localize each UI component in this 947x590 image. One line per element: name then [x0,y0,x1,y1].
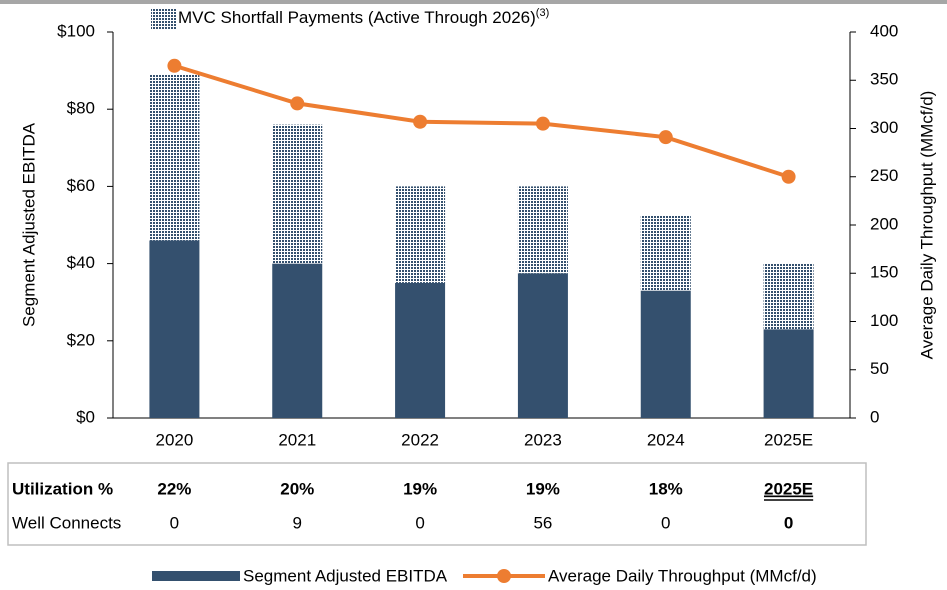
line-marker [167,58,182,73]
table-cell: 0 [415,513,424,532]
bar [640,215,691,291]
bar [640,290,691,418]
table-cell: 18% [649,479,683,498]
bar [395,186,446,283]
y-tick-label: $100 [57,21,95,40]
bar [517,186,568,274]
line-marker [658,130,673,145]
table-cell: 0 [661,513,670,532]
y2-tick-label: 0 [870,407,879,426]
legend-swatch [152,571,240,581]
line-marker [413,114,428,129]
table-box [7,462,867,546]
x-tick-label: 2025E [764,430,813,449]
y2-tick-label: 150 [870,263,898,282]
table-cell: 19% [526,479,560,498]
table-cell: 19% [403,479,437,498]
line-marker [781,169,796,184]
y2-tick-label: 400 [870,21,898,40]
table-cell: 20% [280,479,314,498]
table-cell: 22% [157,479,191,498]
legend-swatch [151,8,176,30]
table-cell: 2025E [764,479,813,498]
y2-axis-label: Average Daily Throughput (MMcf/d) [917,91,936,360]
bar [395,282,446,418]
table-cell: Utilization % [12,479,113,498]
bar [272,124,323,264]
y-tick-label: $20 [67,330,95,349]
x-tick-label: 2024 [647,430,685,449]
x-tick-label: 2023 [524,430,562,449]
y-tick-label: $0 [76,407,95,426]
table-cell: 0 [170,513,179,532]
bar [149,74,200,241]
legend-text: MVC Shortfall Payments (Active Through 2… [178,8,536,27]
table-cell: Well Connects [12,513,121,532]
line [173,63,790,179]
y2-tick-label: 300 [870,118,898,137]
y2-tick-label: 100 [870,311,898,330]
bar [272,263,323,418]
top-rule [0,0,947,4]
line-marker [290,96,305,111]
y2-tick-label: 250 [870,166,898,185]
bar [517,273,568,418]
line-marker [535,116,550,131]
y-tick-label: $40 [67,253,95,272]
y-axis-label: Segment Adjusted EBITDA [19,122,38,327]
table-cell: 56 [533,513,552,532]
y2-tick-label: 350 [870,70,898,89]
y2-tick-label: 50 [870,359,889,378]
legend-swatch [497,569,511,583]
legend-label: Average Daily Throughput (MMcf/d) [548,566,817,585]
y2-tick-label: 200 [870,214,898,233]
table-cell: 0 [784,513,793,532]
legend-label: Segment Adjusted EBITDA [243,566,448,585]
x-tick-label: 2021 [278,430,316,449]
bar [763,263,814,330]
legend-superscript: (3) [536,7,549,19]
x-tick-label: 2020 [156,430,194,449]
bar [763,329,814,418]
bar [149,240,200,418]
y-tick-label: $60 [67,176,95,195]
legend-label: MVC Shortfall Payments (Active Through 2… [178,7,549,28]
table-cell: 9 [293,513,302,532]
y-tick-label: $80 [67,99,95,118]
x-tick-label: 2022 [401,430,439,449]
